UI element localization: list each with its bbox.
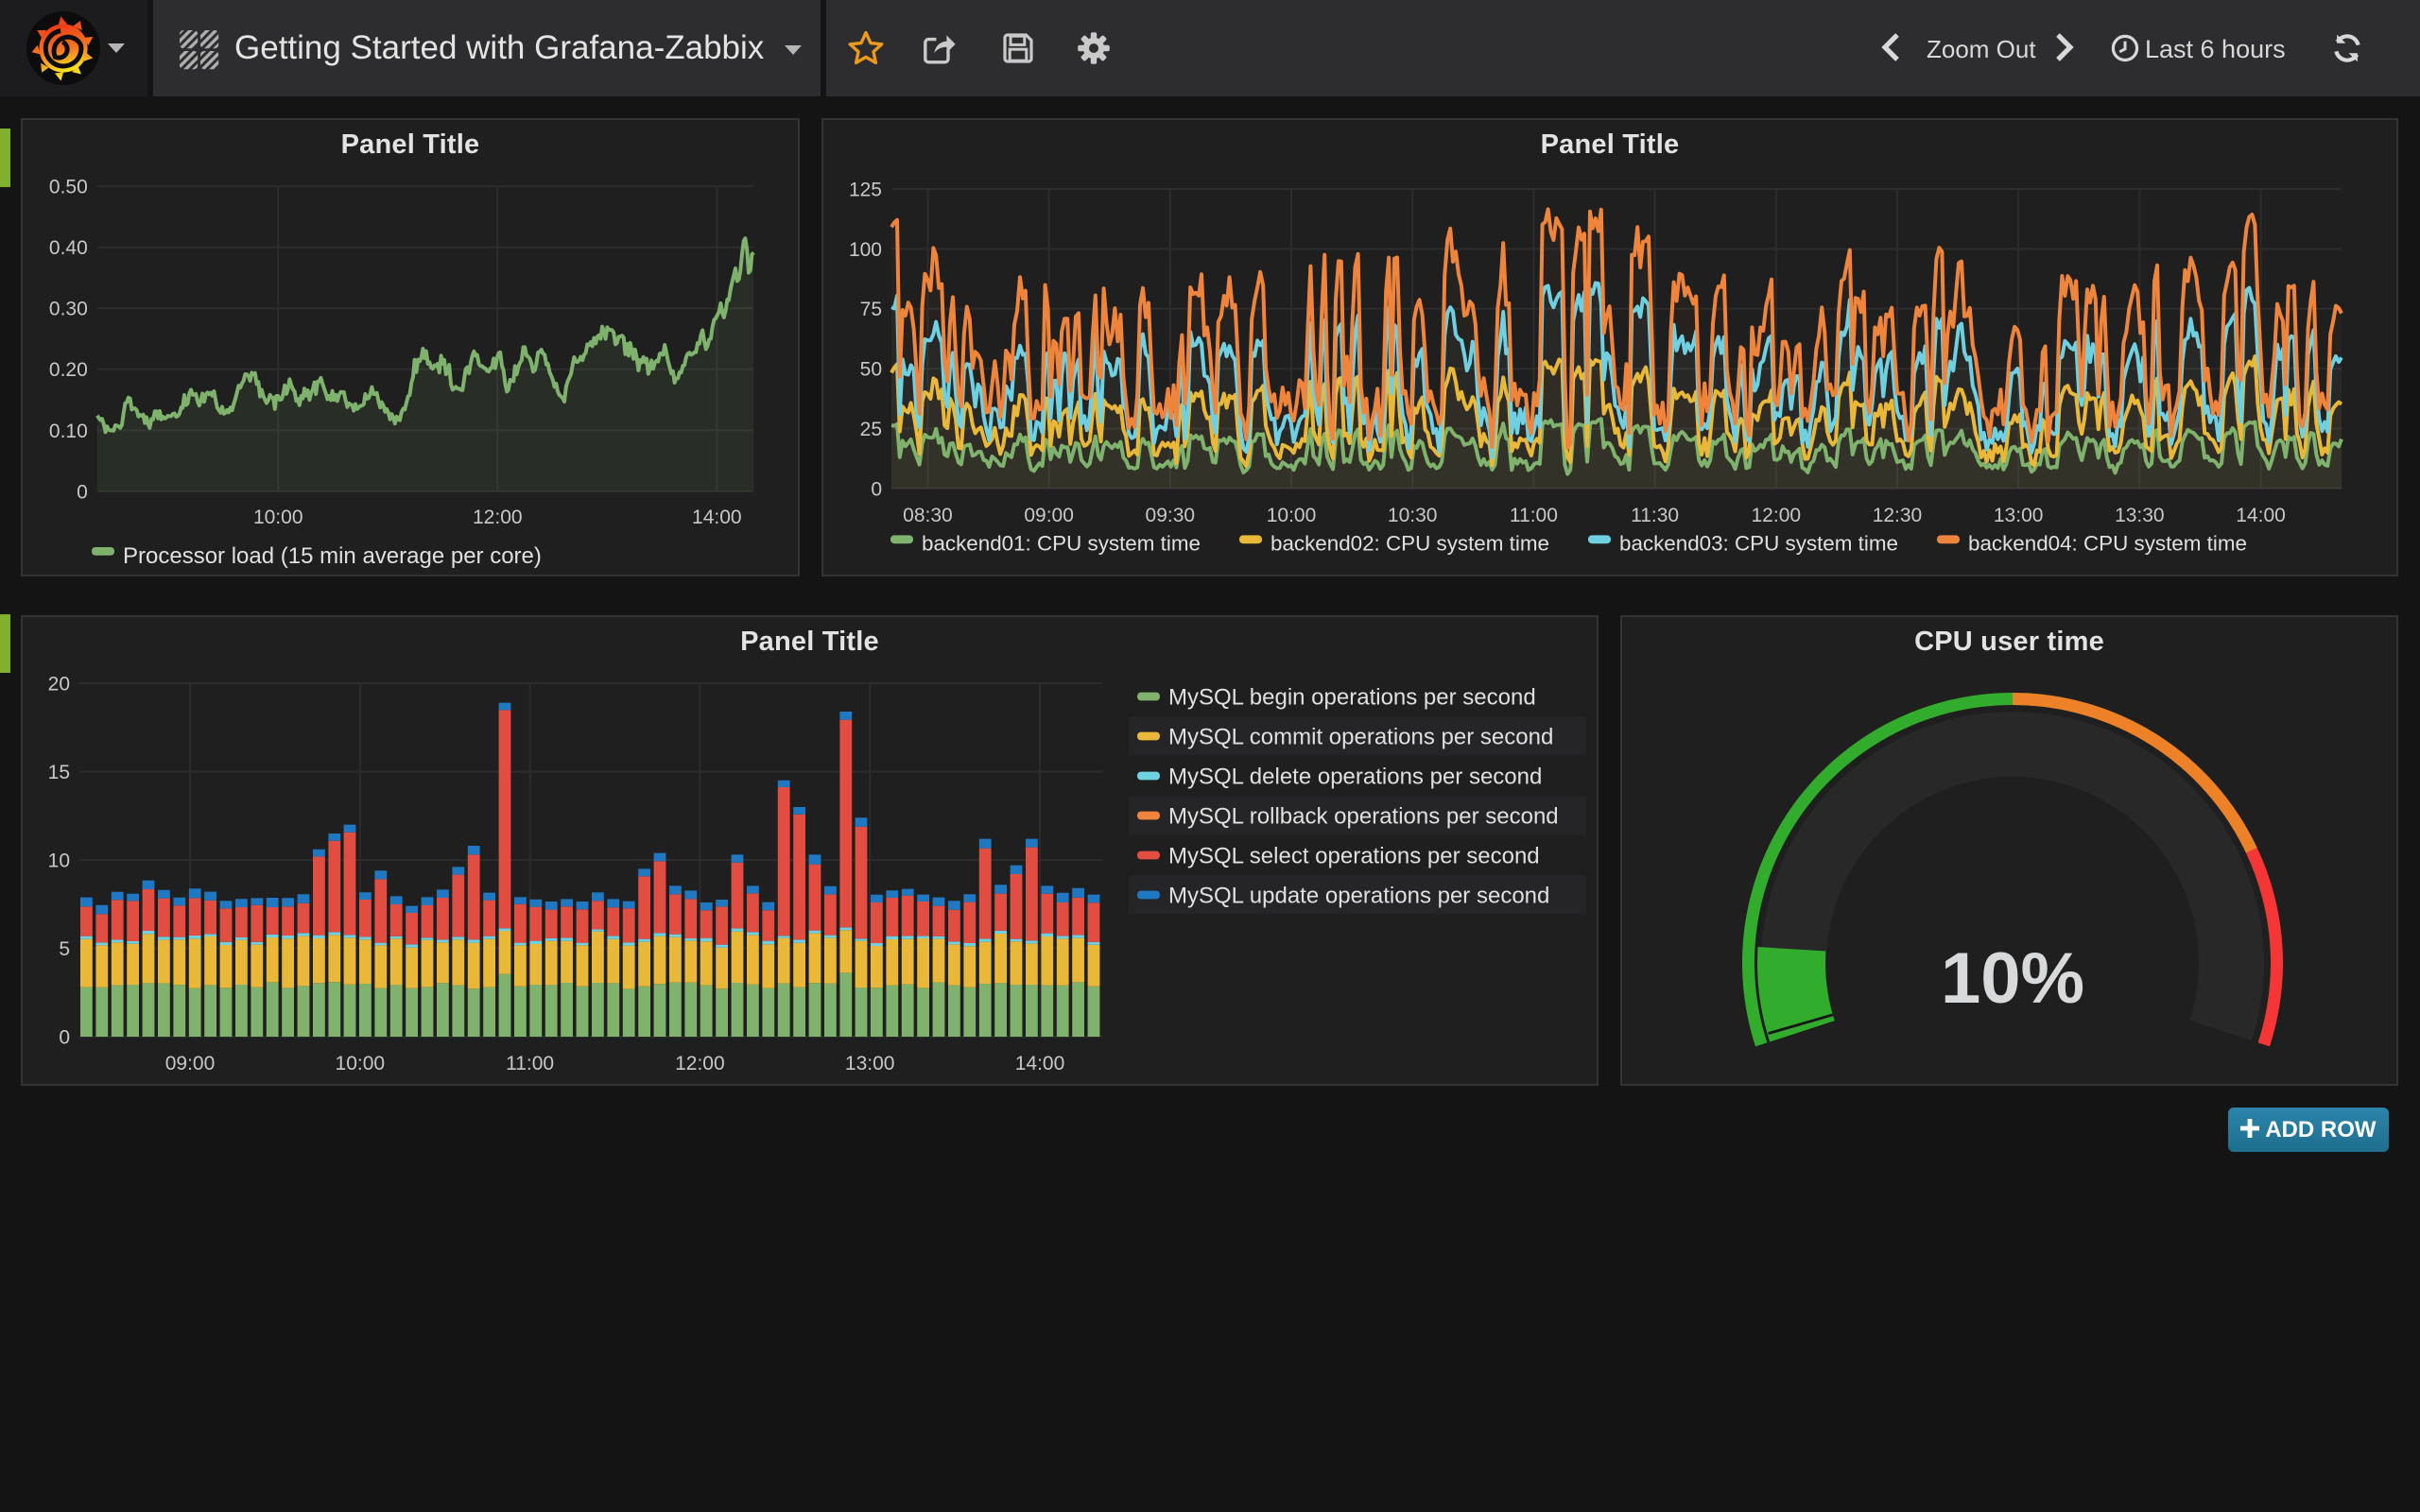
svg-text:50: 50 (860, 359, 882, 381)
svg-text:14:00: 14:00 (692, 507, 742, 528)
svg-text:13:00: 13:00 (1994, 505, 2044, 526)
svg-text:25: 25 (860, 419, 882, 440)
svg-text:13:00: 13:00 (845, 1053, 895, 1074)
svg-text:10:00: 10:00 (253, 507, 303, 528)
svg-text:11:30: 11:30 (1631, 505, 1679, 526)
svg-text:10:00: 10:00 (336, 1053, 386, 1074)
svg-text:11:00: 11:00 (1510, 505, 1558, 526)
svg-text:0.40: 0.40 (49, 237, 88, 259)
svg-text:12:30: 12:30 (1873, 505, 1923, 526)
svg-text:MySQL delete operations per se: MySQL delete operations per second (1168, 764, 1542, 789)
svg-text:12:00: 12:00 (675, 1053, 725, 1074)
svg-text:08:30: 08:30 (903, 505, 953, 526)
svg-text:10%: 10% (1941, 938, 2084, 1019)
svg-text:0.20: 0.20 (49, 359, 88, 381)
svg-text:09:30: 09:30 (1146, 505, 1196, 526)
svg-text:11:00: 11:00 (506, 1053, 554, 1074)
svg-text:12:00: 12:00 (473, 507, 523, 528)
svg-text:13:30: 13:30 (2115, 505, 2165, 526)
svg-text:10: 10 (48, 850, 70, 871)
svg-text:12:00: 12:00 (1752, 505, 1802, 526)
svg-text:0.50: 0.50 (49, 176, 88, 198)
svg-text:MySQL commit operations per se: MySQL commit operations per second (1168, 724, 1553, 749)
svg-text:20: 20 (48, 673, 70, 695)
svg-text:75: 75 (860, 299, 882, 320)
svg-text:125: 125 (849, 179, 882, 200)
svg-text:10:00: 10:00 (1267, 505, 1317, 526)
svg-text:0: 0 (77, 481, 88, 503)
svg-text:09:00: 09:00 (165, 1053, 216, 1074)
svg-text:0: 0 (871, 478, 882, 500)
svg-text:MySQL begin operations per sec: MySQL begin operations per second (1168, 684, 1536, 710)
svg-text:14:00: 14:00 (1015, 1053, 1065, 1074)
svg-text:5: 5 (59, 938, 70, 960)
svg-text:backend04: CPU system time: backend04: CPU system time (1968, 531, 2247, 555)
svg-text:MySQL rollback operations per: MySQL rollback operations per second (1168, 803, 1559, 829)
svg-text:Processor load (15 min average: Processor load (15 min average per core) (123, 543, 542, 569)
svg-text:backend03: CPU system time: backend03: CPU system time (1619, 531, 1898, 555)
svg-text:14:00: 14:00 (2236, 505, 2286, 526)
svg-text:backend02: CPU system time: backend02: CPU system time (1270, 531, 1549, 555)
svg-text:0: 0 (59, 1026, 70, 1048)
svg-text:09:00: 09:00 (1024, 505, 1074, 526)
svg-text:0.10: 0.10 (49, 421, 88, 442)
svg-text:0.30: 0.30 (49, 299, 88, 320)
svg-text:100: 100 (849, 239, 882, 261)
svg-text:10:30: 10:30 (1388, 505, 1438, 526)
svg-text:15: 15 (48, 762, 70, 783)
svg-text:MySQL update operations per se: MySQL update operations per second (1168, 883, 1549, 908)
svg-text:MySQL select operations per se: MySQL select operations per second (1168, 843, 1540, 868)
svg-text:backend01: CPU system time: backend01: CPU system time (922, 531, 1201, 555)
